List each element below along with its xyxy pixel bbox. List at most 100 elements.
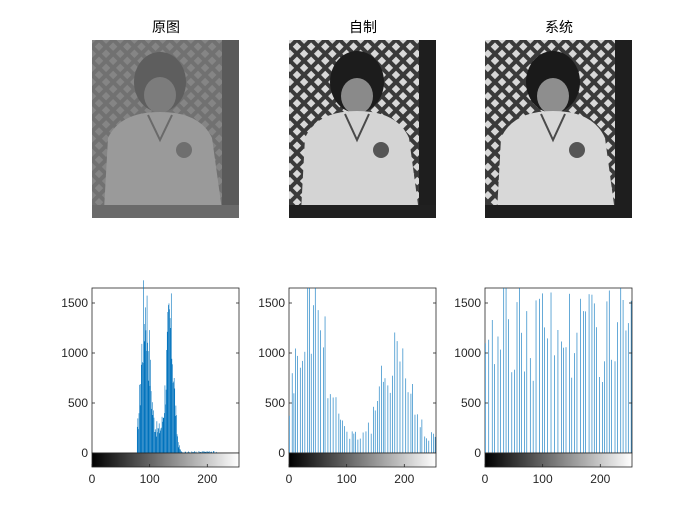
histogram-bar: [211, 451, 212, 453]
histogram-bar: [173, 381, 174, 453]
histogram-bar: [144, 341, 146, 453]
histogram-bar: [394, 332, 396, 453]
histogram-bar: [505, 288, 507, 453]
histogram-bar: [571, 377, 573, 453]
histogram-bar: [606, 301, 608, 453]
histogram-bar: [353, 433, 355, 453]
histogram-bar: [150, 391, 152, 453]
histogram-bar: [355, 431, 356, 453]
x-tick-label: 100: [140, 472, 160, 486]
histogram-bar: [434, 436, 436, 453]
histogram-bar: [529, 358, 531, 453]
x-tick-label: 100: [337, 472, 357, 486]
histogram-bar: [193, 452, 195, 453]
histogram-bar: [147, 342, 148, 453]
histogram-bar: [332, 397, 334, 453]
histogram-bar: [602, 382, 603, 453]
histogram-bar: [542, 293, 543, 453]
histogram-bar: [165, 404, 166, 453]
histogram-bar: [172, 382, 174, 453]
histogram-bar: [195, 451, 197, 453]
histogram-bar: [141, 364, 142, 453]
histogram-bar: [327, 398, 329, 453]
histogram-bar: [180, 449, 181, 453]
histogram-bar: [138, 429, 139, 453]
histogram-bar: [488, 339, 490, 453]
histogram-bar: [310, 353, 312, 453]
histogram-bar: [291, 373, 293, 453]
histogram-bar: [497, 336, 499, 453]
y-tick-label: 0: [474, 446, 481, 460]
histogram-bar: [591, 294, 593, 453]
histogram-bar: [396, 341, 398, 453]
histogram-bar: [199, 452, 201, 453]
y-tick-label: 1000: [258, 346, 285, 360]
histogram-bar: [188, 452, 190, 453]
histogram-self: 0 500 1000 1500 0 100 200: [258, 287, 437, 486]
y-tick-label: 500: [461, 396, 481, 410]
histogram-bar: [346, 431, 348, 453]
histogram-bar: [608, 290, 610, 453]
histogram-bar: [583, 311, 584, 453]
histogram-bar: [378, 386, 380, 453]
y-tick-label: 500: [265, 396, 285, 410]
histogram-bar: [202, 451, 203, 453]
histogram-bar: [374, 410, 376, 453]
histogram-bar: [140, 384, 142, 453]
histogram-bar: [611, 359, 612, 453]
histogram-bar: [526, 311, 528, 453]
histogram-bar: [203, 451, 204, 453]
histogram-bar: [516, 302, 518, 453]
histogram-bar: [511, 372, 513, 453]
histogram-bar: [207, 451, 209, 453]
histogram-bar: [161, 416, 163, 453]
histogram-bar: [215, 451, 217, 453]
histogram-original: 0 500 1000 1500 0 100 200: [61, 280, 240, 486]
histogram-bar: [153, 410, 154, 453]
histogram-bar: [574, 353, 575, 453]
histogram-bar: [580, 298, 581, 453]
histogram-bar: [158, 423, 160, 453]
histogram-bar: [424, 436, 426, 453]
y-tick-label: 1500: [454, 296, 481, 310]
histogram-bar: [210, 451, 212, 453]
histogram-bar: [349, 438, 351, 453]
histogram-bar: [604, 361, 605, 453]
histogram-bar: [340, 419, 341, 453]
gray-colorbar: [91, 452, 240, 468]
x-tick-label: 200: [197, 472, 217, 486]
histogram-bar: [143, 324, 145, 453]
histogram-bar: [157, 432, 158, 453]
y-tick-label: 1500: [258, 296, 285, 310]
histogram-bar: [191, 451, 192, 453]
image-panel-self: 自制: [289, 20, 436, 218]
histogram-bar: [164, 413, 165, 453]
histogram-bar: [205, 451, 207, 453]
histogram-bar: [142, 363, 144, 453]
histogram-bar: [172, 364, 173, 453]
histogram-bar: [162, 417, 164, 453]
y-tick-label: 1000: [454, 346, 481, 360]
histogram-bar: [614, 361, 616, 453]
histogram-bar: [344, 426, 345, 453]
x-tick-label: 0: [89, 472, 96, 486]
histogram-bar: [412, 384, 413, 453]
histogram-bar: [178, 447, 180, 453]
x-tick-label: 200: [590, 472, 610, 486]
histogram-bar: [416, 414, 418, 453]
photo-original: [92, 40, 239, 218]
histogram-bar: [342, 420, 343, 453]
y-tick-label: 1500: [61, 296, 88, 310]
histogram-bar: [204, 452, 206, 453]
histogram-bar: [323, 347, 324, 453]
histogram-bar: [158, 428, 159, 453]
image-title-original: 原图: [152, 20, 180, 36]
histogram-bar: [407, 392, 409, 453]
histogram-bar: [599, 377, 600, 453]
histogram-bar: [157, 428, 159, 453]
histogram-bar: [154, 432, 155, 453]
histogram-bar: [145, 307, 146, 453]
histogram-bar: [547, 338, 548, 453]
histogram-bar: [176, 434, 178, 453]
histogram-bar: [405, 378, 407, 453]
